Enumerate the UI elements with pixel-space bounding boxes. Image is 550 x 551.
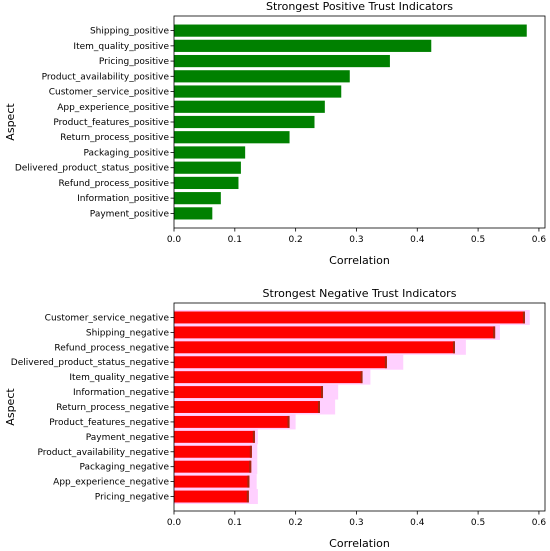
category-label: Product_availability_negative bbox=[38, 448, 170, 458]
x-tick-label: 0.0 bbox=[167, 518, 182, 528]
x-tick-label: 0.6 bbox=[532, 235, 547, 245]
x-axis-label: Correlation bbox=[329, 537, 390, 550]
bar-edge bbox=[384, 356, 387, 369]
bar bbox=[174, 371, 363, 384]
bar bbox=[174, 207, 213, 220]
negative-indicators-chart: Strongest Negative Trust Indicators Corr… bbox=[4, 287, 546, 550]
y-axis-tick-labels: Customer_service_negative Shipping_negati… bbox=[11, 313, 170, 502]
category-label: Product_features_positive bbox=[53, 118, 169, 128]
bar bbox=[174, 460, 252, 473]
category-label: Shipping_positive bbox=[90, 27, 170, 37]
x-axis-ticks: 0.0 0.1 0.2 0.3 0.4 0.5 0.6 bbox=[167, 317, 547, 528]
bar-edge bbox=[287, 415, 290, 428]
x-tick-label: 0.3 bbox=[349, 518, 363, 528]
bar-edge bbox=[522, 311, 525, 324]
x-tick-label: 0.1 bbox=[228, 518, 242, 528]
bar bbox=[174, 341, 455, 354]
x-tick-label: 0.3 bbox=[349, 235, 363, 245]
category-label: Item_quality_positive bbox=[73, 42, 169, 52]
bar bbox=[174, 326, 496, 339]
category-label: Shipping_negative bbox=[86, 328, 170, 338]
x-tick-label: 0.4 bbox=[410, 518, 425, 528]
category-label: Packaging_negative bbox=[79, 463, 169, 473]
bar bbox=[174, 85, 342, 98]
x-axis-ticks: 0.0 0.1 0.2 0.3 0.4 0.5 0.6 bbox=[167, 30, 547, 245]
category-label: Return_process_negative bbox=[56, 403, 169, 413]
category-label: Item_quality_negative bbox=[69, 373, 169, 383]
category-label: Return_process_positive bbox=[60, 133, 169, 143]
x-axis-label: Correlation bbox=[329, 254, 390, 267]
bar bbox=[174, 131, 290, 144]
bar bbox=[174, 386, 324, 399]
bar-edge bbox=[249, 460, 252, 473]
bar bbox=[174, 445, 252, 458]
x-tick-label: 0.6 bbox=[532, 518, 547, 528]
bar bbox=[174, 401, 320, 413]
category-label: Product_features_negative bbox=[49, 418, 169, 428]
y-axis-tick-labels: Shipping_positive Item_quality_positive Pr… bbox=[15, 27, 170, 220]
chart-title: Strongest Negative Trust Indicators bbox=[263, 287, 457, 300]
bar-edge bbox=[321, 386, 324, 399]
category-label: App_experience_positive bbox=[57, 103, 169, 113]
bar bbox=[174, 100, 325, 113]
bar bbox=[174, 176, 239, 190]
bar bbox=[174, 39, 432, 52]
x-tick-label: 0.2 bbox=[288, 518, 302, 528]
y-axis-label: Aspect bbox=[4, 388, 17, 426]
category-label: Customer_service_negative bbox=[45, 313, 170, 323]
category-label: Payment_negative bbox=[86, 433, 170, 443]
category-label: Pricing_negative bbox=[95, 493, 170, 503]
x-tick-label: 0.4 bbox=[410, 235, 425, 245]
category-label: Refund_process_positive bbox=[58, 179, 169, 189]
category-label: Payment_positive bbox=[90, 209, 170, 219]
bar-series bbox=[174, 309, 530, 505]
bar bbox=[174, 161, 241, 174]
bar-edge bbox=[247, 475, 250, 488]
bar-edge bbox=[252, 430, 255, 443]
bar bbox=[174, 192, 221, 205]
bar bbox=[174, 115, 315, 129]
bar-series bbox=[174, 24, 527, 220]
category-label: Delivered_product_status_positive bbox=[15, 164, 170, 174]
bar bbox=[174, 146, 246, 159]
bar bbox=[174, 311, 525, 324]
x-tick-label: 0.0 bbox=[167, 235, 182, 245]
bar-edge bbox=[317, 401, 320, 413]
category-label: Pricing_positive bbox=[99, 57, 170, 67]
y-axis-label: Aspect bbox=[4, 103, 17, 141]
category-label: Information_negative bbox=[73, 388, 169, 398]
bar-edge bbox=[246, 490, 249, 503]
category-label: Product_availability_positive bbox=[42, 72, 170, 82]
category-label: Customer_service_positive bbox=[49, 88, 170, 98]
bar bbox=[174, 356, 387, 369]
x-tick-label: 0.2 bbox=[288, 235, 302, 245]
category-label: Refund_process_negative bbox=[54, 343, 169, 353]
category-label: Packaging_positive bbox=[84, 148, 170, 158]
bar bbox=[174, 475, 250, 488]
bar bbox=[174, 54, 390, 68]
category-label: Delivered_product_status_negative bbox=[11, 358, 170, 368]
bar-edge bbox=[360, 371, 363, 384]
bar-edge bbox=[452, 341, 455, 354]
positive-indicators-chart: Strongest Positive Trust Indicators Corr… bbox=[4, 0, 546, 267]
chart-title: Strongest Positive Trust Indicators bbox=[266, 0, 453, 13]
x-tick-label: 0.5 bbox=[471, 235, 485, 245]
bar-edge bbox=[493, 326, 496, 339]
category-label: App_experience_negative bbox=[53, 478, 169, 488]
bar bbox=[174, 415, 290, 428]
bar bbox=[174, 24, 527, 37]
bar-edge bbox=[249, 445, 252, 458]
x-tick-label: 0.1 bbox=[228, 235, 242, 245]
bar bbox=[174, 430, 255, 443]
bar bbox=[174, 490, 249, 503]
category-label: Information_positive bbox=[77, 194, 169, 204]
x-tick-label: 0.5 bbox=[471, 518, 485, 528]
bar bbox=[174, 70, 350, 83]
